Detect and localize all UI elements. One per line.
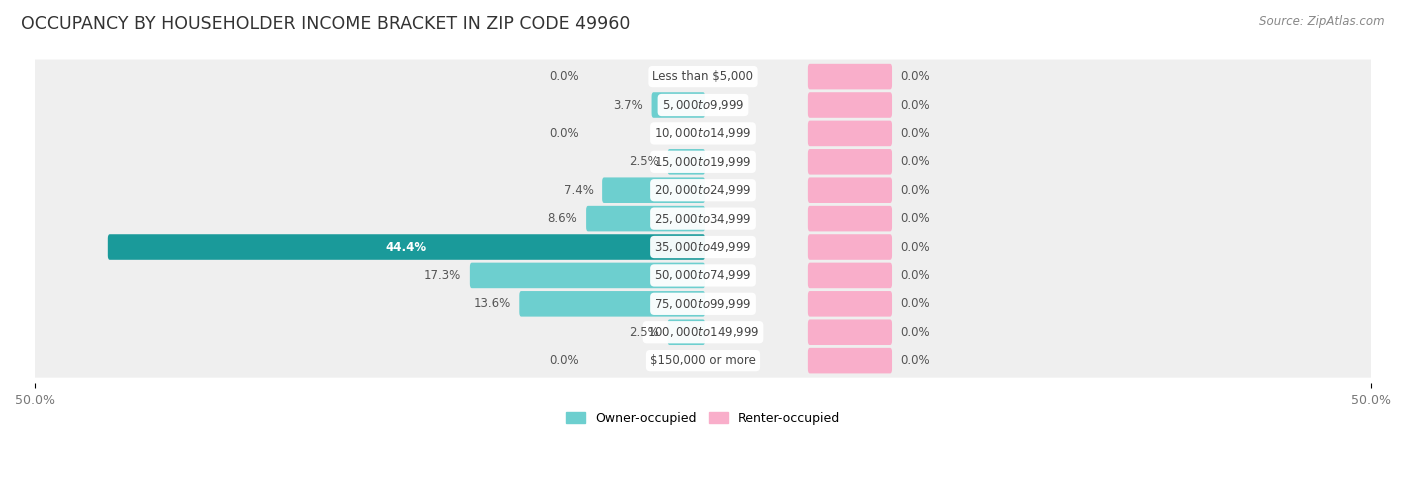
Text: 0.0%: 0.0%	[901, 297, 931, 311]
Text: 8.6%: 8.6%	[548, 212, 578, 225]
FancyBboxPatch shape	[32, 60, 1374, 94]
FancyBboxPatch shape	[32, 88, 1374, 122]
FancyBboxPatch shape	[808, 92, 891, 118]
Text: 13.6%: 13.6%	[474, 297, 510, 311]
FancyBboxPatch shape	[108, 234, 704, 260]
FancyBboxPatch shape	[808, 149, 891, 174]
FancyBboxPatch shape	[32, 202, 1374, 236]
Text: 0.0%: 0.0%	[901, 184, 931, 197]
Text: 0.0%: 0.0%	[550, 354, 579, 367]
FancyBboxPatch shape	[668, 319, 704, 345]
FancyBboxPatch shape	[32, 287, 1374, 321]
FancyBboxPatch shape	[586, 206, 704, 231]
FancyBboxPatch shape	[470, 262, 704, 288]
FancyBboxPatch shape	[32, 259, 1374, 293]
Text: 0.0%: 0.0%	[901, 241, 931, 254]
Text: $10,000 to $14,999: $10,000 to $14,999	[654, 126, 752, 140]
Text: 0.0%: 0.0%	[901, 269, 931, 282]
Text: OCCUPANCY BY HOUSEHOLDER INCOME BRACKET IN ZIP CODE 49960: OCCUPANCY BY HOUSEHOLDER INCOME BRACKET …	[21, 15, 630, 33]
FancyBboxPatch shape	[808, 319, 891, 345]
Text: $25,000 to $34,999: $25,000 to $34,999	[654, 211, 752, 226]
Text: 17.3%: 17.3%	[425, 269, 461, 282]
Text: $35,000 to $49,999: $35,000 to $49,999	[654, 240, 752, 254]
Text: 0.0%: 0.0%	[901, 127, 931, 140]
FancyBboxPatch shape	[602, 177, 704, 203]
Text: 0.0%: 0.0%	[901, 326, 931, 339]
FancyBboxPatch shape	[808, 234, 891, 260]
FancyBboxPatch shape	[32, 315, 1374, 349]
Text: $15,000 to $19,999: $15,000 to $19,999	[654, 155, 752, 169]
Text: 3.7%: 3.7%	[613, 99, 643, 111]
Text: 0.0%: 0.0%	[550, 127, 579, 140]
FancyBboxPatch shape	[808, 262, 891, 288]
Text: $20,000 to $24,999: $20,000 to $24,999	[654, 183, 752, 197]
FancyBboxPatch shape	[808, 291, 891, 316]
Text: 0.0%: 0.0%	[901, 212, 931, 225]
Legend: Owner-occupied, Renter-occupied: Owner-occupied, Renter-occupied	[561, 407, 845, 430]
Text: $150,000 or more: $150,000 or more	[650, 354, 756, 367]
Text: $75,000 to $99,999: $75,000 to $99,999	[654, 297, 752, 311]
Text: 7.4%: 7.4%	[564, 184, 593, 197]
FancyBboxPatch shape	[519, 291, 704, 316]
FancyBboxPatch shape	[668, 149, 704, 174]
FancyBboxPatch shape	[651, 92, 704, 118]
FancyBboxPatch shape	[808, 121, 891, 146]
FancyBboxPatch shape	[808, 64, 891, 89]
FancyBboxPatch shape	[32, 145, 1374, 179]
Text: $50,000 to $74,999: $50,000 to $74,999	[654, 268, 752, 282]
Text: 0.0%: 0.0%	[901, 70, 931, 83]
Text: 2.5%: 2.5%	[628, 326, 659, 339]
Text: Less than $5,000: Less than $5,000	[652, 70, 754, 83]
FancyBboxPatch shape	[808, 348, 891, 373]
Text: 0.0%: 0.0%	[901, 99, 931, 111]
FancyBboxPatch shape	[32, 116, 1374, 151]
FancyBboxPatch shape	[32, 173, 1374, 207]
Text: 2.5%: 2.5%	[628, 156, 659, 168]
FancyBboxPatch shape	[808, 177, 891, 203]
Text: 0.0%: 0.0%	[550, 70, 579, 83]
FancyBboxPatch shape	[32, 344, 1374, 378]
Text: 0.0%: 0.0%	[901, 156, 931, 168]
Text: $5,000 to $9,999: $5,000 to $9,999	[662, 98, 744, 112]
Text: $100,000 to $149,999: $100,000 to $149,999	[647, 325, 759, 339]
Text: 44.4%: 44.4%	[385, 241, 427, 254]
FancyBboxPatch shape	[808, 206, 891, 231]
Text: Source: ZipAtlas.com: Source: ZipAtlas.com	[1260, 15, 1385, 28]
FancyBboxPatch shape	[32, 230, 1374, 264]
Text: 0.0%: 0.0%	[901, 354, 931, 367]
